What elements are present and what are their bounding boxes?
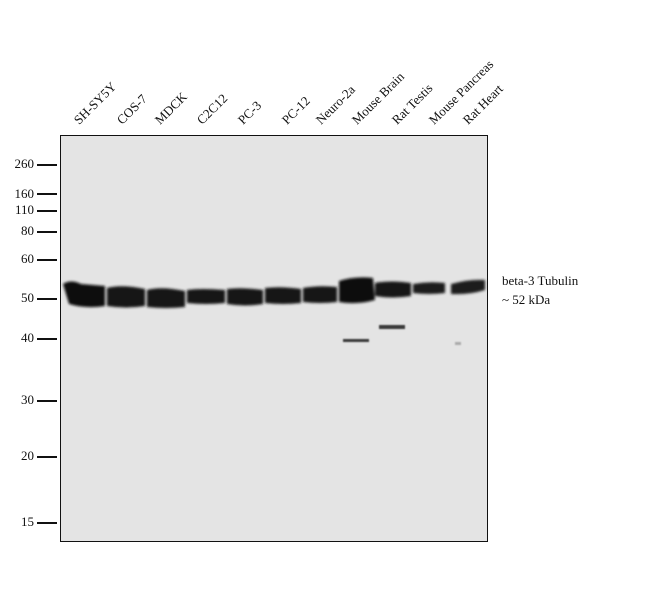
band-mouse-pancreas	[413, 282, 445, 294]
band-neuro-2a	[303, 286, 337, 303]
mw-label: 40	[21, 330, 34, 345]
size-annotation: ~ 52 kDa	[502, 292, 551, 307]
band-rat-heart	[451, 279, 485, 295]
band-mdck	[147, 288, 185, 308]
lane-label: PC-12	[278, 93, 313, 128]
lane-label: PC-3	[234, 97, 265, 128]
mw-tick	[37, 400, 57, 402]
band-mouse-pancreas-faint	[455, 342, 461, 345]
lane-label: C2C12	[193, 90, 231, 128]
mw-label: 60	[21, 251, 34, 266]
lane-label: SH-SY5Y	[70, 78, 120, 128]
mw-label: 30	[21, 392, 34, 407]
band-cos-7	[107, 286, 145, 308]
band-pc-3	[227, 288, 263, 306]
mw-tick	[37, 456, 57, 458]
mw-label: 160	[14, 186, 35, 201]
lane-label: Neuro-2a	[312, 81, 359, 128]
band-mouse-brain-minor	[343, 339, 369, 342]
western-blot-membrane	[60, 135, 488, 542]
blot-bands	[63, 277, 485, 345]
band-mouse-brain	[339, 277, 375, 304]
mw-tick	[37, 522, 57, 524]
band-sh-sy5y	[63, 281, 105, 308]
mw-tick	[37, 164, 57, 166]
band-rat-testis	[375, 281, 411, 298]
lane-label: COS-7	[113, 91, 150, 128]
mw-label: 260	[14, 156, 35, 171]
mw-tick	[37, 231, 57, 233]
mw-label: 50	[21, 290, 34, 305]
protein-annotation: beta-3 Tubulin	[502, 273, 579, 288]
mw-tick	[37, 259, 57, 261]
mw-tick	[37, 193, 57, 195]
lane-label: MDCK	[151, 89, 190, 128]
mw-label: 110	[14, 202, 34, 217]
band-pc-12	[265, 287, 301, 304]
mw-label: 20	[21, 448, 34, 463]
mw-tick	[37, 338, 57, 340]
mw-label: 15	[21, 514, 34, 529]
mw-tick	[37, 298, 57, 300]
band-rat-testis-minor	[379, 325, 405, 329]
mw-tick	[37, 210, 57, 212]
mw-label: 80	[21, 223, 34, 238]
band-c2c12	[187, 289, 225, 304]
